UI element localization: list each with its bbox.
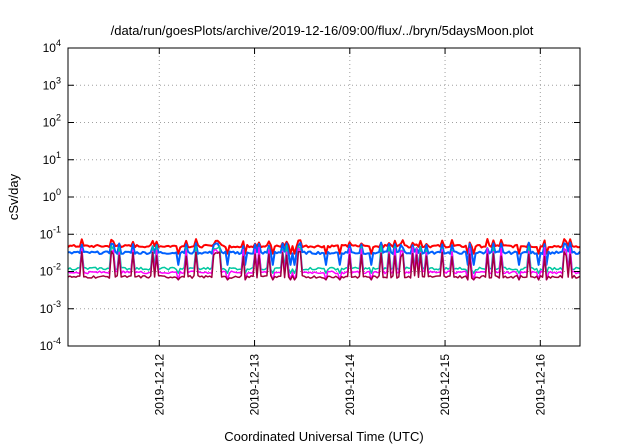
- y-tick-label: 10-3: [40, 299, 61, 316]
- series-group: [67, 238, 581, 281]
- x-axis-label: Coordinated Universal Time (UTC): [224, 429, 423, 444]
- x-tick-label: 2019-12-12: [152, 354, 166, 416]
- y-tick-label: 10-1: [40, 224, 61, 241]
- series-line: [67, 238, 581, 255]
- series-line: [67, 250, 581, 281]
- x-axis: 2019-12-12 2019-12-13 2019-12-14 2019-12-15…: [152, 48, 547, 415]
- y-axis: 10-4 10-3 10-2 10-1 100 101 102 103 104: [40, 38, 580, 353]
- grid: [68, 48, 580, 346]
- chart-title: /data/run/goesPlots/archive/2019-12-16/0…: [111, 23, 534, 38]
- x-tick-label: 2019-12-13: [248, 354, 262, 416]
- x-tick-label: 2019-12-16: [533, 354, 547, 416]
- y-tick-label: 101: [43, 150, 61, 167]
- x-tick-label: 2019-12-15: [438, 354, 452, 416]
- y-axis-label: cSv/day: [6, 173, 21, 220]
- y-tick-label: 100: [43, 187, 61, 204]
- y-tick-label: 102: [43, 113, 61, 130]
- x-tick-label: 2019-12-14: [343, 354, 357, 416]
- y-tick-label: 104: [43, 38, 61, 55]
- y-tick-label: 10-4: [40, 336, 61, 353]
- y-tick-label: 103: [43, 75, 61, 92]
- y-tick-label: 10-2: [40, 262, 61, 279]
